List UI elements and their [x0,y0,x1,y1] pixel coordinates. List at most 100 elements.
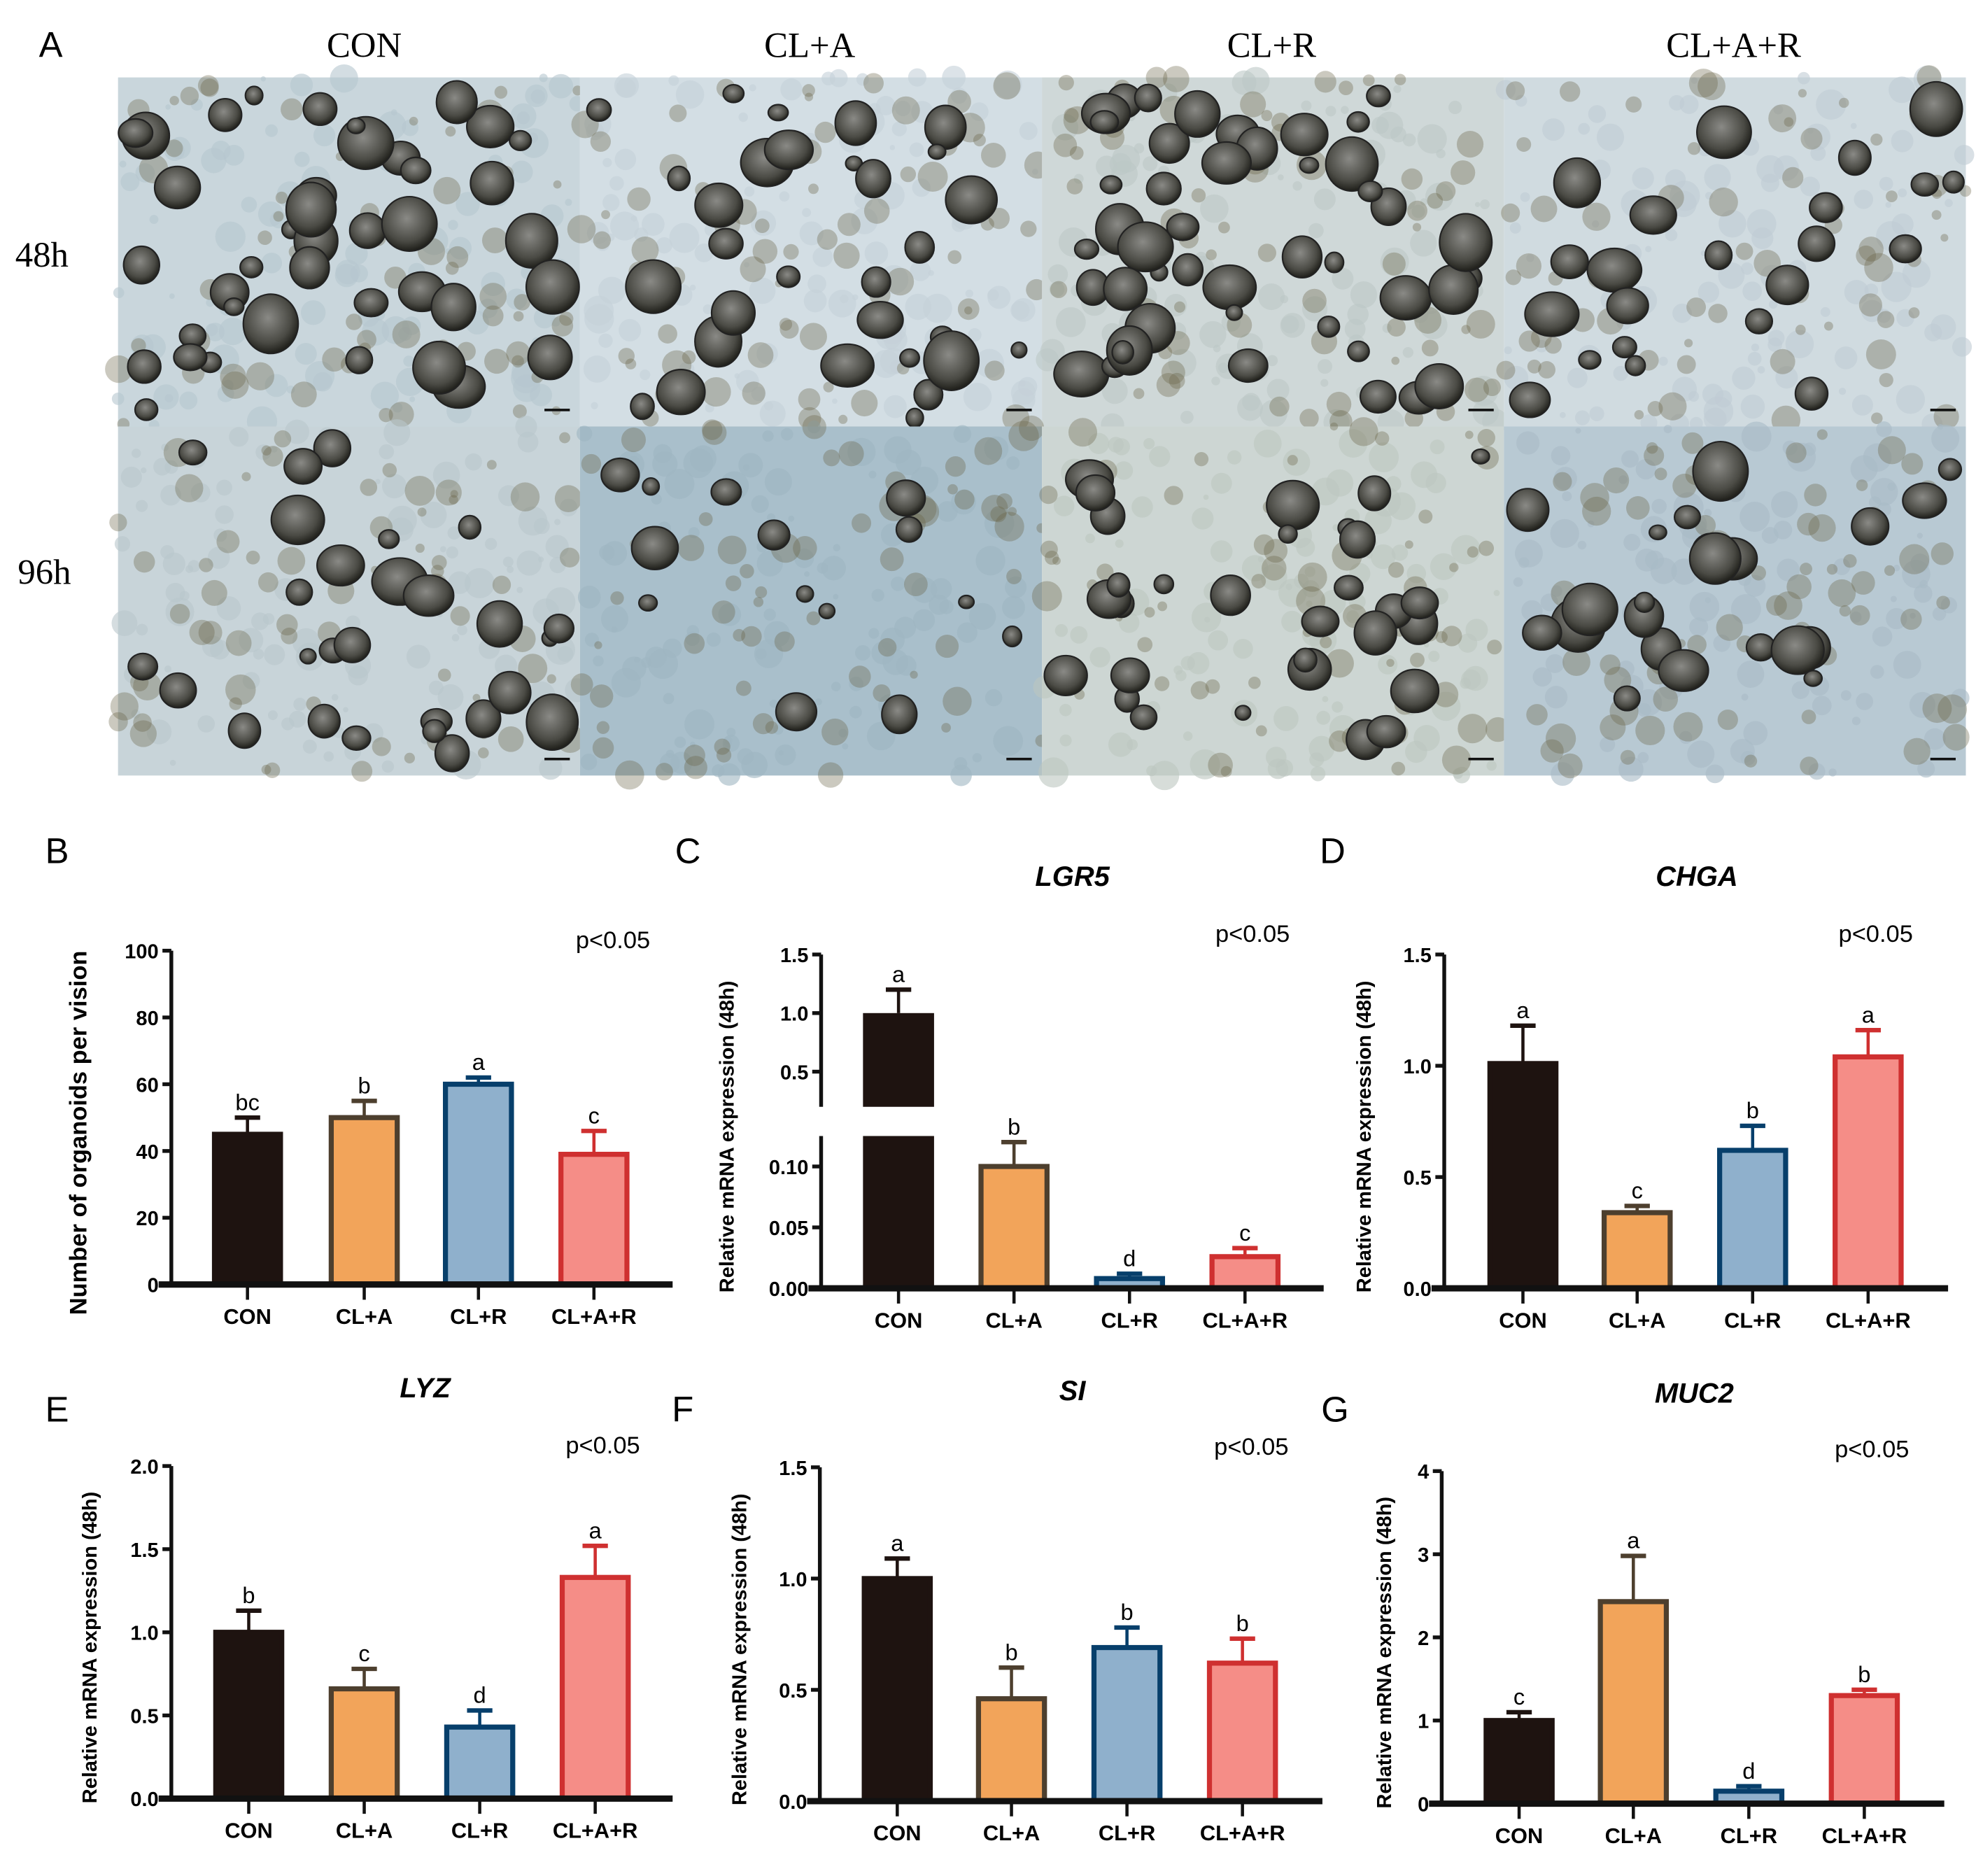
chart-title: SI [1059,1376,1087,1406]
row-label: 96h [17,552,71,591]
y-tick-label: 1 [1418,1711,1429,1733]
significance-letter: a [1627,1528,1640,1553]
organoid [895,516,923,543]
organoid [1278,524,1298,544]
error-bar [1621,1553,1646,1602]
significance-letter: a [1516,997,1530,1023]
organoid [118,118,154,148]
p-value-label: p<0.05 [565,1432,640,1459]
y-tick-label: 0.5 [779,1680,807,1702]
organoid [923,330,980,391]
y-tick-label: 1.5 [130,1539,158,1562]
bar-CL+A+R [1209,1254,1281,1291]
organoid [1744,308,1774,334]
organoid [283,448,323,485]
organoid [1942,170,1965,194]
significance-letter: c [1513,1684,1525,1709]
organoid [525,259,580,315]
organoid [1353,610,1397,656]
organoid [945,175,998,225]
organoid [348,212,386,249]
x-tick-label: CON [873,1821,922,1845]
micrograph-CL+A+R-96h [1504,421,1970,787]
y-tick-label: 80 [136,1008,158,1030]
organoid [1506,488,1550,533]
organoid [1293,647,1318,673]
y-tick-label: 4 [1418,1461,1429,1483]
organoid [1522,614,1562,651]
chart-panel-b: Bp<0.05 Number of organoids per vision 0 20… [45,831,673,1329]
organoid [1837,139,1872,176]
organoid [1234,705,1252,721]
organoid [904,231,936,264]
organoid [1765,265,1809,306]
y-tick-label: 3 [1418,1544,1429,1567]
scale-bar [1930,409,1956,411]
organoid [775,692,818,732]
micrograph-CON-48h [105,64,585,437]
significance-letter: c [1632,1178,1643,1204]
organoid [1770,625,1825,675]
y-tick-label: 1.5 [779,1458,807,1480]
organoid [1902,482,1947,519]
organoid [242,293,299,355]
x-tick-label: CL+A [336,1819,393,1843]
organoid [345,346,374,374]
panel-letter: A [39,25,63,65]
x-tick-label: CL+A+R [1822,1824,1907,1848]
organoid [1099,175,1123,195]
organoid [1439,213,1493,272]
organoid [1889,234,1922,264]
significance-letter: d [1742,1758,1755,1784]
y-tick-label: 2.0 [130,1456,158,1479]
organoid [1117,221,1174,273]
scale-bar [544,409,570,411]
significance-letter: b [1746,1097,1759,1123]
x-tick-label: CL+A [985,1308,1042,1332]
organoid [244,85,264,106]
organoid [1471,448,1490,465]
chart-panel-d: D CHGA p<0.05 Relative mRNA expression (48h… [1320,831,1949,1332]
organoid [1745,633,1776,662]
organoid [299,648,317,665]
organoid [346,117,366,134]
organoid [378,529,400,549]
organoid [381,195,438,252]
chart-title: CHGA [1656,861,1737,892]
y-tick-label: 0.10 [769,1157,808,1179]
micrograph-CL+R-96h [1031,417,1511,791]
y-tick-label: 0.0 [130,1789,158,1811]
bar-CL+A [1601,1210,1673,1291]
x-tick-label: CON [875,1308,923,1332]
x-tick-label: CL+R [1101,1308,1158,1332]
column-label: CL+A [764,26,855,65]
organoid [127,652,159,681]
scale-bar [1468,409,1494,411]
micrograph-CL+A+R-48h [1495,65,1975,435]
organoid [1346,111,1370,133]
organoid [313,429,352,467]
x-tick-label: CON [223,1304,271,1329]
y-tick-label: 0.00 [769,1278,808,1301]
organoid [1688,532,1742,585]
significance-letter: b [358,1072,370,1098]
organoid [270,494,325,546]
organoid [1611,336,1637,359]
bar-CL+A+R [559,1574,631,1801]
organoid [1201,141,1252,185]
organoid [667,165,691,192]
organoid [1174,90,1221,138]
organoid [710,478,742,506]
organoid [527,334,573,381]
x-tick-label: CON [1499,1308,1547,1332]
organoid [504,213,558,269]
organoid [1172,253,1204,287]
significance-letter: d [474,1682,486,1708]
organoid [1359,379,1397,414]
y-tick-label: 40 [136,1141,158,1164]
y-axis-label: Relative mRNA expression (48h) [79,1492,101,1804]
organoid [1794,376,1829,411]
column-label: CL+R [1227,26,1316,65]
organoid [302,92,338,127]
